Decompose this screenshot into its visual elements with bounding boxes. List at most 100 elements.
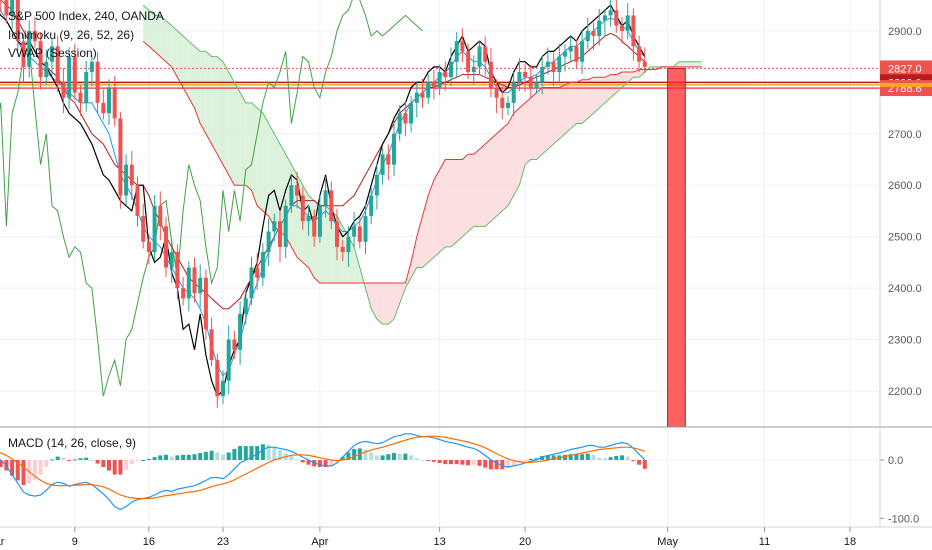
candle-down[interactable]	[255, 267, 260, 278]
candle-down[interactable]	[466, 51, 471, 73]
lagging-span-line[interactable]	[0, 0, 423, 397]
candle-down[interactable]	[329, 190, 334, 222]
candle-down[interactable]	[431, 82, 436, 88]
candle-up[interactable]	[50, 46, 54, 62]
candle-down[interactable]	[528, 77, 533, 88]
candle-down[interactable]	[300, 195, 305, 222]
candle-down[interactable]	[637, 46, 642, 62]
candle-down[interactable]	[135, 185, 140, 217]
candle-down[interactable]	[129, 164, 134, 186]
candle-up[interactable]	[414, 92, 419, 103]
candle-down[interactable]	[61, 82, 66, 98]
candle-up[interactable]	[169, 252, 174, 268]
candle-up[interactable]	[89, 61, 94, 73]
candle-up[interactable]	[226, 339, 231, 381]
candle-up[interactable]	[10, 0, 15, 16]
candle-up[interactable]	[107, 87, 111, 114]
candle-up[interactable]	[380, 154, 385, 175]
candle-down[interactable]	[4, 0, 9, 16]
candle-down[interactable]	[488, 61, 493, 88]
candle-down[interactable]	[95, 61, 100, 103]
candle-up[interactable]	[27, 30, 32, 67]
candle-down[interactable]	[209, 329, 214, 361]
candle-up[interactable]	[198, 277, 203, 294]
candle-up[interactable]	[84, 72, 89, 103]
candle-up[interactable]	[449, 61, 453, 78]
candle-up[interactable]	[289, 185, 294, 206]
candle-up[interactable]	[625, 15, 630, 31]
leading-span-a-line[interactable]	[142, 4, 702, 325]
leading-span-b-line[interactable]	[142, 40, 702, 284]
candle-down[interactable]	[15, 0, 20, 42]
price-tag-box[interactable]	[880, 60, 932, 77]
candle-up[interactable]	[534, 82, 539, 88]
macd-axis[interactable]: 0.0 -100.0	[880, 455, 919, 525]
candle-up[interactable]	[563, 51, 567, 57]
candle-down[interactable]	[38, 41, 43, 78]
candle-down[interactable]	[500, 97, 505, 109]
candle-down[interactable]	[21, 41, 26, 67]
candle-up[interactable]	[608, 10, 613, 16]
macd-line[interactable]	[0, 433, 646, 511]
candle-up[interactable]	[568, 46, 573, 52]
candle-down[interactable]	[494, 87, 499, 98]
candle-up[interactable]	[471, 66, 476, 73]
candle-up[interactable]	[249, 267, 254, 299]
candle-down[interactable]	[55, 46, 60, 83]
candle-down[interactable]	[192, 267, 197, 294]
candle-down[interactable]	[232, 339, 237, 350]
candle-up[interactable]	[186, 267, 191, 299]
candle-down[interactable]	[340, 246, 345, 253]
candle-down[interactable]	[118, 118, 123, 196]
vwap-legend[interactable]: VWAP (Session)	[8, 46, 97, 60]
candle-up[interactable]	[283, 205, 288, 247]
candle-down[interactable]	[32, 30, 37, 42]
candle-down[interactable]	[164, 226, 168, 268]
candle-down[interactable]	[420, 92, 425, 98]
candle-up[interactable]	[374, 174, 379, 196]
candle-down[interactable]	[443, 72, 448, 78]
candle-up[interactable]	[260, 252, 265, 278]
candle-up[interactable]	[317, 205, 322, 237]
candle-up[interactable]	[517, 72, 522, 83]
candle-down[interactable]	[215, 360, 220, 397]
candle-down[interactable]	[642, 61, 647, 67]
candle-up[interactable]	[602, 15, 607, 21]
candle-down[interactable]	[203, 277, 208, 330]
candle-up[interactable]	[221, 380, 225, 397]
candle-up[interactable]	[540, 66, 545, 83]
candle-up[interactable]	[272, 221, 277, 232]
candle-down[interactable]	[523, 72, 528, 78]
candle-down[interactable]	[335, 221, 339, 247]
candle-up[interactable]	[346, 236, 351, 253]
candle-up[interactable]	[580, 41, 585, 62]
candle-up[interactable]	[511, 82, 516, 103]
macd-legend[interactable]: MACD (14, 26, close, 9)	[8, 436, 136, 450]
candle-down[interactable]	[78, 92, 83, 103]
candle-down[interactable]	[141, 216, 146, 242]
candle-down[interactable]	[295, 185, 300, 196]
candle-up[interactable]	[152, 205, 157, 253]
candle-down[interactable]	[175, 252, 180, 289]
symbol-legend[interactable]: S&P 500 Index, 240, OANDA	[8, 9, 164, 23]
candle-down[interactable]	[574, 46, 579, 62]
candle-down[interactable]	[278, 221, 282, 247]
candle-up[interactable]	[397, 113, 402, 134]
candle-up[interactable]	[506, 102, 510, 109]
candle-up[interactable]	[44, 61, 49, 78]
time-axis[interactable]: Mar 9 16 23 Apr 13 20 May 11 18	[0, 527, 856, 548]
candle-up[interactable]	[585, 30, 590, 42]
candle-up[interactable]	[363, 216, 368, 242]
candle-down[interactable]	[146, 241, 151, 253]
highlight-zone[interactable]	[667, 67, 686, 428]
candle-down[interactable]	[386, 154, 391, 165]
candle-down[interactable]	[312, 216, 317, 237]
candle-up[interactable]	[352, 226, 357, 237]
signal-line[interactable]	[0, 435, 645, 500]
candle-down[interactable]	[112, 87, 117, 119]
candle-up[interactable]	[266, 231, 271, 253]
candle-down[interactable]	[181, 288, 186, 299]
candle-down[interactable]	[403, 113, 408, 124]
candle-up[interactable]	[454, 41, 459, 62]
candle-down[interactable]	[460, 41, 465, 52]
